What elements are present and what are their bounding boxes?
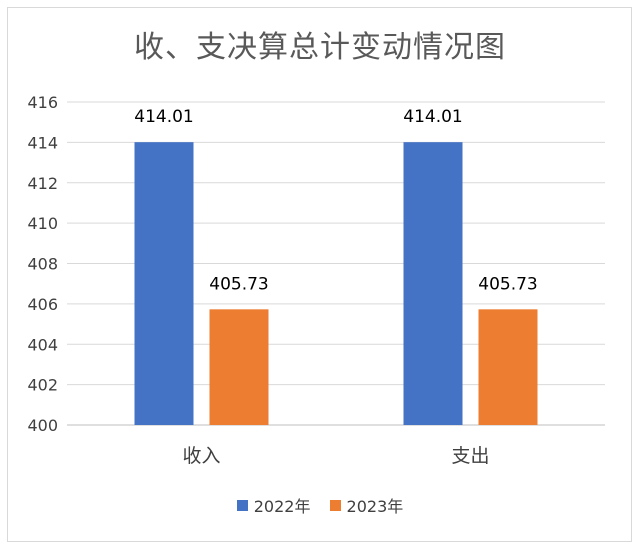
y-tick-label-404: 404	[27, 335, 58, 354]
y-tick-label-412: 412	[27, 174, 58, 193]
bar-1-1	[478, 309, 538, 425]
y-tick-label-408: 408	[27, 255, 58, 274]
y-tick-label-402: 402	[27, 376, 58, 395]
legend-item-series-0: 2022年	[236, 493, 311, 517]
chart-frame	[7, 7, 632, 542]
y-tick-label-406: 406	[27, 295, 58, 314]
y-tick-label-410: 410	[27, 214, 58, 233]
y-tick-label-400: 400	[27, 416, 58, 435]
legend-swatch-series-1	[329, 499, 341, 511]
data-label-0-0: 414.01	[134, 107, 193, 127]
legend: 2022年 2023年	[0, 493, 640, 517]
legend-label-series-0: 2022年	[253, 497, 311, 516]
legend-item-series-1: 2023年	[329, 493, 404, 517]
data-label-1-0: 414.01	[403, 107, 462, 127]
x-tick-label-1: 支出	[451, 445, 489, 467]
legend-swatch-series-0	[236, 499, 248, 511]
data-label-1-1: 405.73	[478, 274, 537, 294]
data-label-0-1: 405.73	[209, 274, 268, 294]
bar-0-1	[209, 309, 269, 425]
bar-0-0	[134, 142, 194, 425]
y-tick-label-416: 416	[27, 93, 58, 112]
bar-1-0	[403, 142, 463, 425]
y-tick-label-414: 414	[27, 133, 58, 152]
chart-title: 收、支决算总计变动情况图	[134, 30, 506, 65]
legend-label-series-1: 2023年	[346, 497, 404, 516]
x-tick-label-0: 收入	[182, 445, 220, 467]
